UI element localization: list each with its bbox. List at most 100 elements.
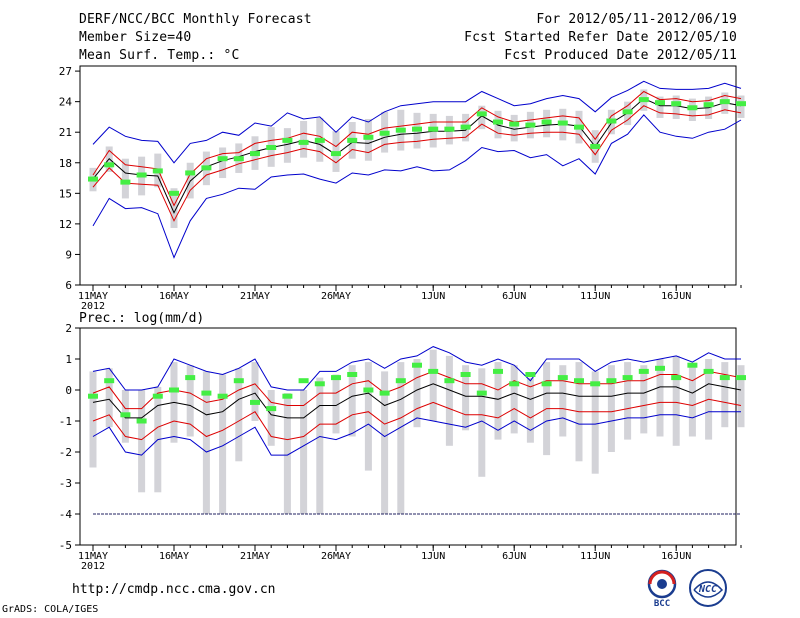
- prec-observed-marker: [606, 378, 617, 384]
- temp-member-box: [121, 158, 129, 199]
- prec-observed-marker: [460, 372, 471, 377]
- prec-member-box: [283, 393, 291, 514]
- source-url[interactable]: http://cmdp.ncc.cma.gov.cn: [72, 582, 276, 597]
- prec-member-box: [381, 371, 389, 514]
- prec-observed-marker: [590, 381, 601, 387]
- prec-observed-marker: [120, 412, 131, 418]
- temp-observed-marker: [574, 124, 584, 130]
- prec-member-box: [429, 349, 437, 421]
- temp-member-box: [510, 114, 518, 142]
- temp-observed-marker: [736, 101, 746, 107]
- prec-year-label: 2012: [81, 561, 105, 572]
- prec-member-box: [737, 365, 745, 428]
- prec-ytick-label: 2: [65, 322, 72, 335]
- temp-observed-marker: [395, 127, 406, 133]
- prec-member-box: [397, 362, 405, 514]
- temp-observed-marker: [104, 162, 115, 168]
- prec-member-box: [494, 362, 502, 440]
- prec-member-box: [721, 362, 729, 428]
- temp-observed-marker: [88, 176, 98, 182]
- prec-observed-marker: [557, 375, 568, 381]
- member-size: Member Size=40: [79, 30, 192, 45]
- prec-member-box: [526, 377, 534, 443]
- prec-member-box: [462, 365, 470, 431]
- prec-observed-marker: [347, 372, 358, 377]
- temp-member-box: [364, 118, 372, 161]
- prec-observed-marker: [395, 378, 406, 384]
- prec-observed-marker: [541, 381, 552, 387]
- prec-plot-frame: [79, 327, 737, 546]
- forecast-period: For 2012/05/11-2012/06/19: [536, 12, 737, 27]
- prec-member-box: [219, 374, 227, 514]
- temp-ytick-label: 18: [59, 157, 72, 170]
- temp-member-box: [170, 188, 178, 228]
- temp-observed-marker: [525, 122, 536, 128]
- prec-observed-marker: [379, 390, 390, 396]
- temp-observed-marker: [363, 134, 374, 140]
- temp-observed-marker: [444, 126, 455, 132]
- temp-observed-marker: [606, 118, 617, 124]
- prec-member-box: [688, 365, 696, 437]
- prec-member-box: [138, 390, 146, 493]
- temp-spread-lower-line: [92, 105, 742, 222]
- prec-observed-marker: [152, 393, 163, 399]
- prec-observed-marker: [233, 378, 244, 384]
- prec-observed-marker: [104, 378, 115, 384]
- prec-member-box: [348, 365, 356, 437]
- prec-observed-marker: [266, 406, 277, 412]
- temp-ensemble-mean-line: [92, 98, 742, 214]
- temp-observed-marker: [250, 151, 260, 157]
- temp-member-box: [219, 147, 227, 179]
- prec-member-box: [300, 390, 308, 514]
- temp-observed-marker: [428, 126, 439, 132]
- prec-observed-marker: [574, 378, 584, 384]
- prec-observed-marker: [671, 375, 682, 381]
- prec-observed-marker: [282, 393, 293, 399]
- prec-observed-marker: [719, 375, 730, 381]
- temp-observed-marker: [152, 168, 163, 174]
- variable-label: Mean Surf. Temp.: °C: [79, 48, 240, 63]
- prec-observed-marker: [88, 393, 98, 399]
- prec-observed-marker: [217, 393, 228, 399]
- temp-observed-marker: [638, 97, 649, 103]
- prec-member-box: [672, 355, 680, 446]
- fcst-produced-date: Fcst Produced Date 2012/05/11: [504, 48, 737, 63]
- prec-member-box: [445, 355, 453, 446]
- prec-xtick-label: 26MAY: [321, 551, 351, 562]
- temp-observed-marker: [460, 124, 471, 130]
- temp-observed-marker: [266, 144, 277, 150]
- prec-member-box: [364, 362, 372, 471]
- temp-xtick-label: 11MAY: [78, 291, 108, 302]
- prec-xtick-label: 6JUN: [502, 551, 526, 562]
- temp-observed-marker: [185, 170, 196, 176]
- prec-xtick-label: 11MAY: [78, 551, 108, 562]
- prec-ytick-label: -1: [59, 415, 72, 428]
- prec-ytick-label: -5: [59, 539, 72, 552]
- temp-observed-marker: [233, 156, 244, 162]
- temp-ytick-label: 27: [59, 65, 72, 78]
- temp-xtick-label: 16MAY: [159, 291, 189, 302]
- prec-ytick-label: 0: [65, 384, 72, 397]
- temp-observed-marker: [493, 119, 503, 125]
- prec-member-box: [656, 359, 664, 437]
- prec-xtick-label: 16JUN: [661, 551, 691, 562]
- prec-observed-marker: [298, 378, 309, 384]
- prec-observed-marker: [476, 390, 487, 396]
- prec-xtick-label: 11JUN: [580, 551, 610, 562]
- prec-spread-upper-line: [92, 370, 742, 410]
- prec-observed-marker: [687, 362, 698, 368]
- ncc-logo: NCC: [689, 569, 727, 607]
- prec-observed-marker: [736, 375, 746, 381]
- prec-member-box: [89, 371, 97, 468]
- prec-xtick-label: 1JUN: [421, 551, 445, 562]
- prec-observed-marker: [428, 368, 439, 374]
- temp-ytick-label: 24: [59, 96, 73, 109]
- prec-member-box: [478, 368, 486, 477]
- temp-observed-marker: [412, 126, 422, 132]
- prec-member-box: [186, 365, 194, 437]
- temp-xtick-label: 16JUN: [661, 291, 691, 302]
- prec-member-box: [640, 365, 648, 434]
- temp-observed-marker: [282, 137, 293, 143]
- prec-observed-marker: [703, 368, 714, 374]
